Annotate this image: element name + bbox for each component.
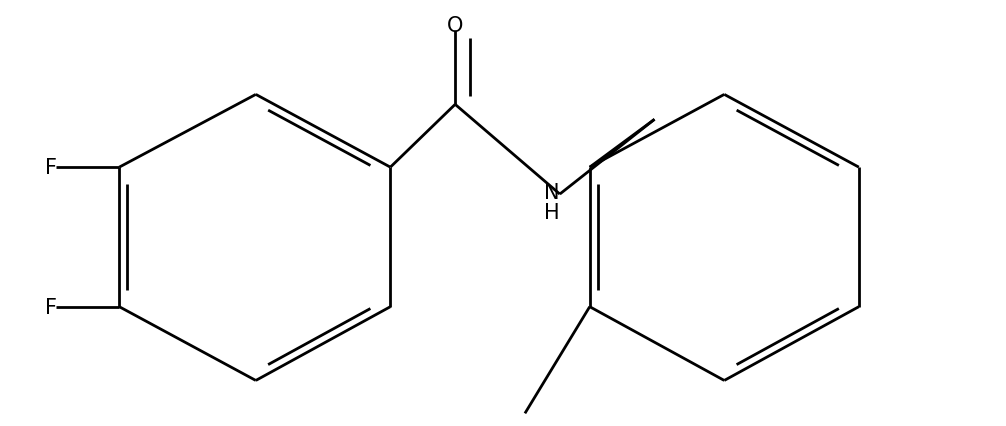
- Text: F: F: [45, 158, 57, 178]
- Text: N
H: N H: [544, 183, 559, 222]
- Text: F: F: [45, 297, 57, 317]
- Text: O: O: [447, 16, 464, 35]
